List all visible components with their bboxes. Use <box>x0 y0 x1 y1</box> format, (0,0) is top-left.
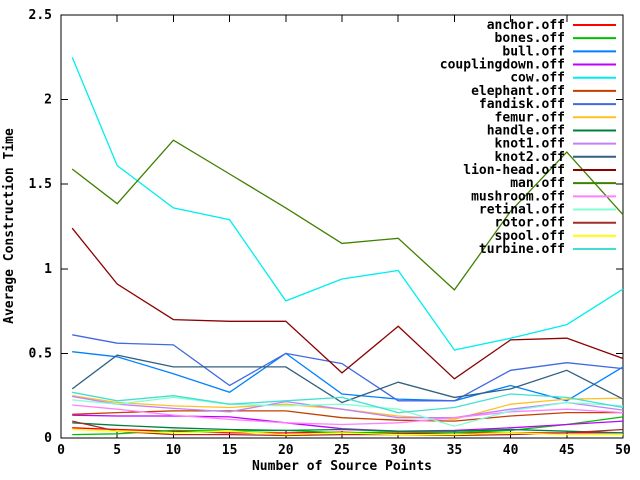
x-tick-label: 50 <box>615 443 631 458</box>
x-tick-label: 0 <box>57 443 65 458</box>
legend-label-rotor-off: rotor.off <box>495 216 565 231</box>
legend-label-anchor-off: anchor.off <box>487 18 565 33</box>
x-tick-label: 40 <box>503 443 519 458</box>
series-line-fandisk-off <box>72 334 624 402</box>
y-tick-label: 1 <box>44 262 52 277</box>
series-line-spool-off <box>72 428 623 436</box>
legend-label-femur-off: femur.off <box>495 110 565 125</box>
legend-label-fandisk-off: fandisk.off <box>479 97 565 112</box>
legend-label-elephant-off: elephant.off <box>471 84 565 99</box>
legend-label-lion-head-off: lion-head.off <box>463 163 565 178</box>
legend-label-couplingdown-off: couplingdown.off <box>440 58 565 73</box>
legend-label-knot2-off: knot2.off <box>495 150 565 165</box>
y-tick-label: 2.5 <box>29 8 52 23</box>
series-line-turbine-off <box>72 391 624 414</box>
legend-label-spool-off: spool.off <box>495 229 565 244</box>
y-axis-title: Average Construction Time <box>2 128 17 324</box>
series-line-lion-head-off <box>71 227 624 380</box>
legend-label-bones-off: bones.off <box>495 31 565 46</box>
series-line-retinal-off <box>72 396 624 427</box>
legend-label-cow-off: cow.off <box>510 71 565 86</box>
x-tick-label: 45 <box>559 443 575 458</box>
series-line-knot1-off <box>72 395 624 419</box>
legend-label-man-off: man.off <box>510 176 565 191</box>
legend-label-mushroom-off: mushroom.off <box>471 189 565 204</box>
series-line-man-off <box>71 139 624 291</box>
x-tick-label: 10 <box>166 443 182 458</box>
x-tick-label: 25 <box>334 443 350 458</box>
series-line-bull-off <box>72 351 624 402</box>
x-axis-title: Number of Source Points <box>251 459 432 474</box>
y-tick-label: 2 <box>44 93 52 108</box>
series-line-handle-off <box>72 422 624 434</box>
x-tick-label: 5 <box>113 443 121 458</box>
series-line-cow-off <box>71 57 624 351</box>
legend-label-handle-off: handle.off <box>487 123 565 138</box>
y-tick-label: 0 <box>44 431 52 446</box>
series-line-elephant-off <box>72 410 623 422</box>
x-tick-label: 20 <box>278 443 294 458</box>
x-tick-label: 30 <box>390 443 406 458</box>
y-tick-label: 1.5 <box>29 177 52 192</box>
series-line-mushroom-off <box>72 404 624 426</box>
x-tick-label: 15 <box>222 443 238 458</box>
x-tick-label: 35 <box>447 443 463 458</box>
y-tick-label: 0.5 <box>29 346 52 361</box>
legend-label-retinal-off: retinal.off <box>479 203 565 218</box>
series-line-knot2-off <box>71 354 624 404</box>
series-line-couplingdown-off <box>72 414 624 432</box>
legend-label-bull-off: bull.off <box>502 44 565 59</box>
legend-label-knot1-off: knot1.off <box>495 137 565 152</box>
legend-label-turbine-off: turbine.off <box>479 242 565 257</box>
